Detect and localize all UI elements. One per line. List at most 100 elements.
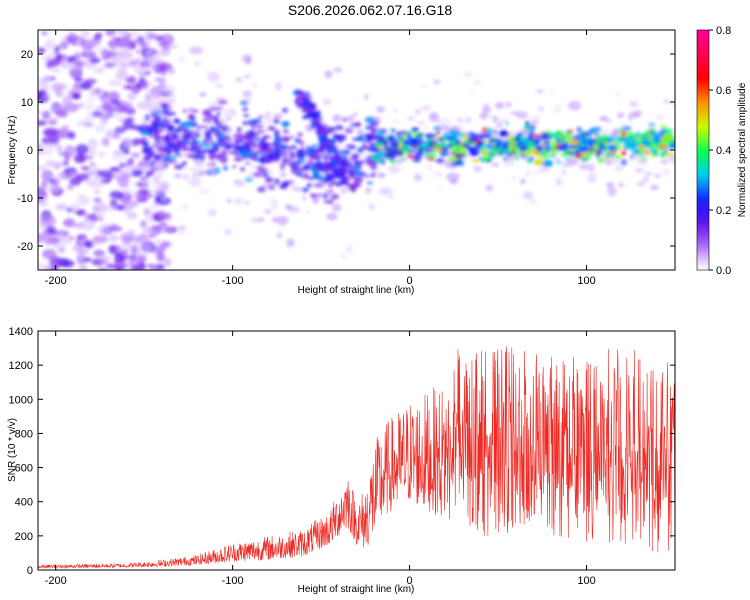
heatmap-cell <box>167 126 176 130</box>
heatmap-cell <box>455 140 460 144</box>
heatmap-cell <box>161 146 170 154</box>
heatmap-cell <box>240 166 245 172</box>
heatmap-cell <box>62 95 73 108</box>
heatmap-cell <box>138 237 152 244</box>
heatmap-cell <box>422 145 427 149</box>
heatmap-cell <box>167 68 176 75</box>
heatmap-cell <box>163 156 171 161</box>
heatmap-cell <box>640 167 645 172</box>
heatmap-cell <box>549 132 554 137</box>
heatmap-cell <box>67 184 74 191</box>
colorbar-label: Normalized spectral amplitude <box>737 82 748 217</box>
heatmap-cell <box>395 159 402 165</box>
heatmap-cell <box>212 129 222 134</box>
heatmap-cell <box>567 100 582 111</box>
heatmap-cell <box>433 125 442 132</box>
heatmap-cell <box>364 187 372 194</box>
heatmap-cell <box>280 121 291 126</box>
heatmap-cell <box>338 149 348 154</box>
heatmap-cell <box>125 102 134 109</box>
heatmap-cell <box>436 130 441 135</box>
heatmap-cell <box>41 94 52 99</box>
heatmap-cell <box>167 92 177 99</box>
heatmap-cell <box>581 139 587 145</box>
heatmap-cell <box>182 145 188 152</box>
heatmap-cell <box>154 135 159 141</box>
heatmap-cell <box>424 133 437 138</box>
heatmap-cell <box>316 113 321 116</box>
heatmap-cell <box>57 42 68 50</box>
heatmap-cell <box>256 124 263 128</box>
heatmap-cell <box>306 152 313 158</box>
heatmap-cell <box>548 89 555 93</box>
heatmap-cell <box>620 158 628 166</box>
heatmap-cell <box>369 131 376 136</box>
heatmap-cell <box>105 171 114 181</box>
heatmap-cell <box>486 152 492 157</box>
heatmap-cell <box>56 144 63 153</box>
heatmap-cell <box>604 140 609 148</box>
heatmap-cell <box>515 156 520 161</box>
heatmap-cell <box>207 162 211 167</box>
heatmap-cell <box>333 67 343 73</box>
heatmap-cell <box>137 188 151 195</box>
heatmap-cell <box>281 107 289 114</box>
x-tick-label: -100 <box>222 275 244 287</box>
heatmap-cell <box>520 178 526 185</box>
heatmap-cell <box>279 172 287 178</box>
heatmap-cell <box>97 267 108 270</box>
heatmap-cell <box>279 167 286 171</box>
heatmap-cell <box>149 161 155 167</box>
heatmap-cell <box>118 103 125 111</box>
heatmap-cell <box>332 114 342 123</box>
heatmap-cell <box>141 84 148 90</box>
heatmap-cell <box>208 106 218 111</box>
heatmap-cell <box>625 159 634 164</box>
heatmap-cell <box>555 146 564 151</box>
heatmap-cell <box>570 155 575 159</box>
heatmap-cell <box>189 46 204 55</box>
heatmap-cell <box>433 79 441 85</box>
heatmap-cell <box>235 139 243 143</box>
heatmap-cell <box>70 92 81 100</box>
heatmap-cell <box>44 236 53 246</box>
heatmap-cell <box>542 159 554 167</box>
heatmap-cell <box>617 112 624 119</box>
y-tick-label: 0 <box>27 565 33 577</box>
heatmap-cell <box>352 155 360 159</box>
heatmap-cell <box>539 132 544 136</box>
heatmap-cell <box>419 149 424 157</box>
heatmap-cell <box>439 150 448 157</box>
heatmap-cell <box>202 117 208 123</box>
heatmap-cell <box>118 127 124 134</box>
heatmap-cell <box>144 94 152 102</box>
heatmap-cell <box>212 115 220 122</box>
heatmap-cell <box>465 116 472 124</box>
heatmap-cell <box>561 142 569 147</box>
y-tick-label: 800 <box>15 428 33 440</box>
heatmap-cell <box>318 133 325 139</box>
heatmap-cell <box>102 255 112 260</box>
heatmap-cell <box>160 240 171 248</box>
heatmap-cell <box>162 185 171 189</box>
heatmap-cell <box>400 157 406 162</box>
heatmap-cell <box>127 75 137 85</box>
heatmap-cell <box>157 135 164 140</box>
heatmap-cell <box>520 139 529 147</box>
heatmap-cell <box>245 161 251 165</box>
snr-panel: -200 -100 0 100 0 200 400 600 800 1000 1200 1400 H… <box>7 326 676 595</box>
heatmap-cell <box>272 118 280 124</box>
heatmap-cell <box>131 199 139 208</box>
heatmap-cell <box>630 155 634 159</box>
heatmap-cell <box>497 118 505 125</box>
heatmap-cell <box>105 30 116 37</box>
heatmap-cell <box>356 128 364 134</box>
heatmap-cell <box>555 160 562 164</box>
heatmap-cell <box>234 152 241 158</box>
heatmap-cell <box>516 132 525 136</box>
heatmap-cell <box>362 142 367 147</box>
heatmap-cell <box>244 177 254 183</box>
heatmap-cell <box>509 130 516 136</box>
heatmap-cell <box>323 199 329 204</box>
heatmap-cell <box>84 240 93 249</box>
